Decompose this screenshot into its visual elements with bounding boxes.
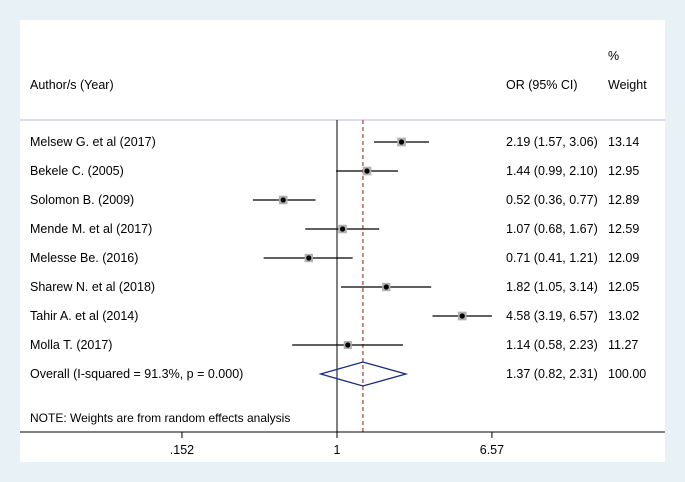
study-weight: 11.27 [608,338,638,352]
study-or-ci: 1.82 (1.05, 3.14) [506,280,598,294]
forest-plot: Author/s (Year) OR (95% CI)% Weight Melsew … [20,49,665,457]
study-weight: 12.05 [608,280,639,294]
study-or-ci: 0.52 (0.36, 0.77) [506,193,598,207]
study-label: Melsew G. et al (2017) [30,135,156,149]
study-weight: 12.95 [608,164,639,178]
overall-label: Overall (I-squared = 91.3%, p = 0.000) [30,367,243,381]
study-label: Molla T. (2017) [30,338,112,352]
study-or-ci: 4.58 (3.19, 6.57) [506,309,598,323]
study-label: Bekele C. (2005) [30,164,124,178]
weight-column-header: Weight [608,78,647,92]
x-tick-label: 6.57 [480,443,504,457]
study-point-marker [345,342,351,348]
study-label: Tahir A. et al (2014) [30,309,138,323]
x-tick-label: .152 [170,443,194,457]
weight-column-header-symbol: % [608,49,619,63]
study-label: Mende M. et al (2017) [30,222,152,236]
study-or-ci: 2.19 (1.57, 3.06) [506,135,598,149]
overall-weight: 100.00 [608,367,646,381]
overall-or-ci: 1.37 (0.82, 2.31) [506,367,598,381]
study-point-marker [398,139,405,145]
forest-plot-frame: Author/s (Year) OR (95% CI)% Weight Melsew … [20,20,665,462]
study-point-marker [306,255,312,261]
study-label: Melesse Be. (2016) [30,251,138,265]
study-weight: 12.09 [608,251,639,265]
study-point-marker [280,197,286,203]
study-or-ci: 1.14 (0.58, 2.23) [506,338,598,352]
study-or-ci: 1.07 (0.68, 1.67) [506,222,598,236]
study-weight: 12.59 [608,222,639,236]
study-weight: 13.02 [608,309,639,323]
study-weight: 13.14 [608,135,639,149]
study-point-marker [364,168,370,174]
x-tick-label: 1 [334,443,341,457]
study-or-ci: 0.71 (0.41, 1.21) [506,251,598,265]
study-weight: 12.89 [608,193,639,207]
study-or-ci: 1.44 (0.99, 2.10) [506,164,598,178]
study-point-marker [459,313,465,319]
or-column-header: OR (95% CI) [506,78,578,92]
study-label: Solomon B. (2009) [30,193,134,207]
weights-note: NOTE: Weights are from random effects an… [30,411,290,425]
study-point-marker [383,284,389,290]
study-label: Sharew N. et al (2018) [30,280,155,294]
study-point-marker [339,226,346,232]
study-column-header: Author/s (Year) [30,78,114,92]
overall-diamond [318,361,409,387]
